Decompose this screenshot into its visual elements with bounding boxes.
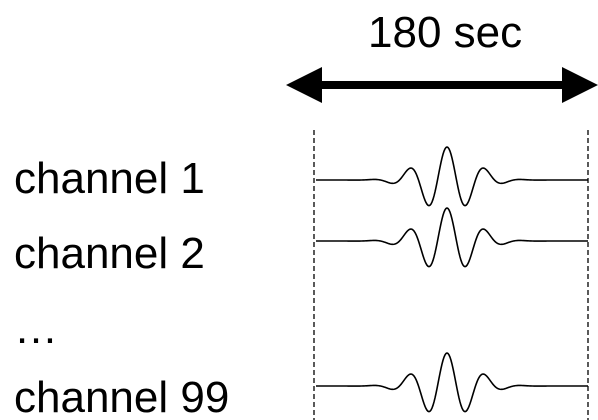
channel-2-waveform — [316, 207, 588, 268]
channel-label-99: channel 99 — [14, 373, 229, 420]
channel-label-2: channel 2 — [14, 229, 205, 278]
duration-arrow — [286, 67, 598, 103]
ellipsis-label: … — [14, 304, 58, 353]
channel-99-waveform — [316, 352, 588, 413]
duration-arrow-head-left — [286, 67, 322, 103]
channel-1-waveform — [316, 146, 588, 207]
duration-arrow-head-right — [562, 67, 598, 103]
channel-label-1: channel 1 — [14, 154, 205, 203]
duration-label: 180 sec — [368, 8, 522, 57]
